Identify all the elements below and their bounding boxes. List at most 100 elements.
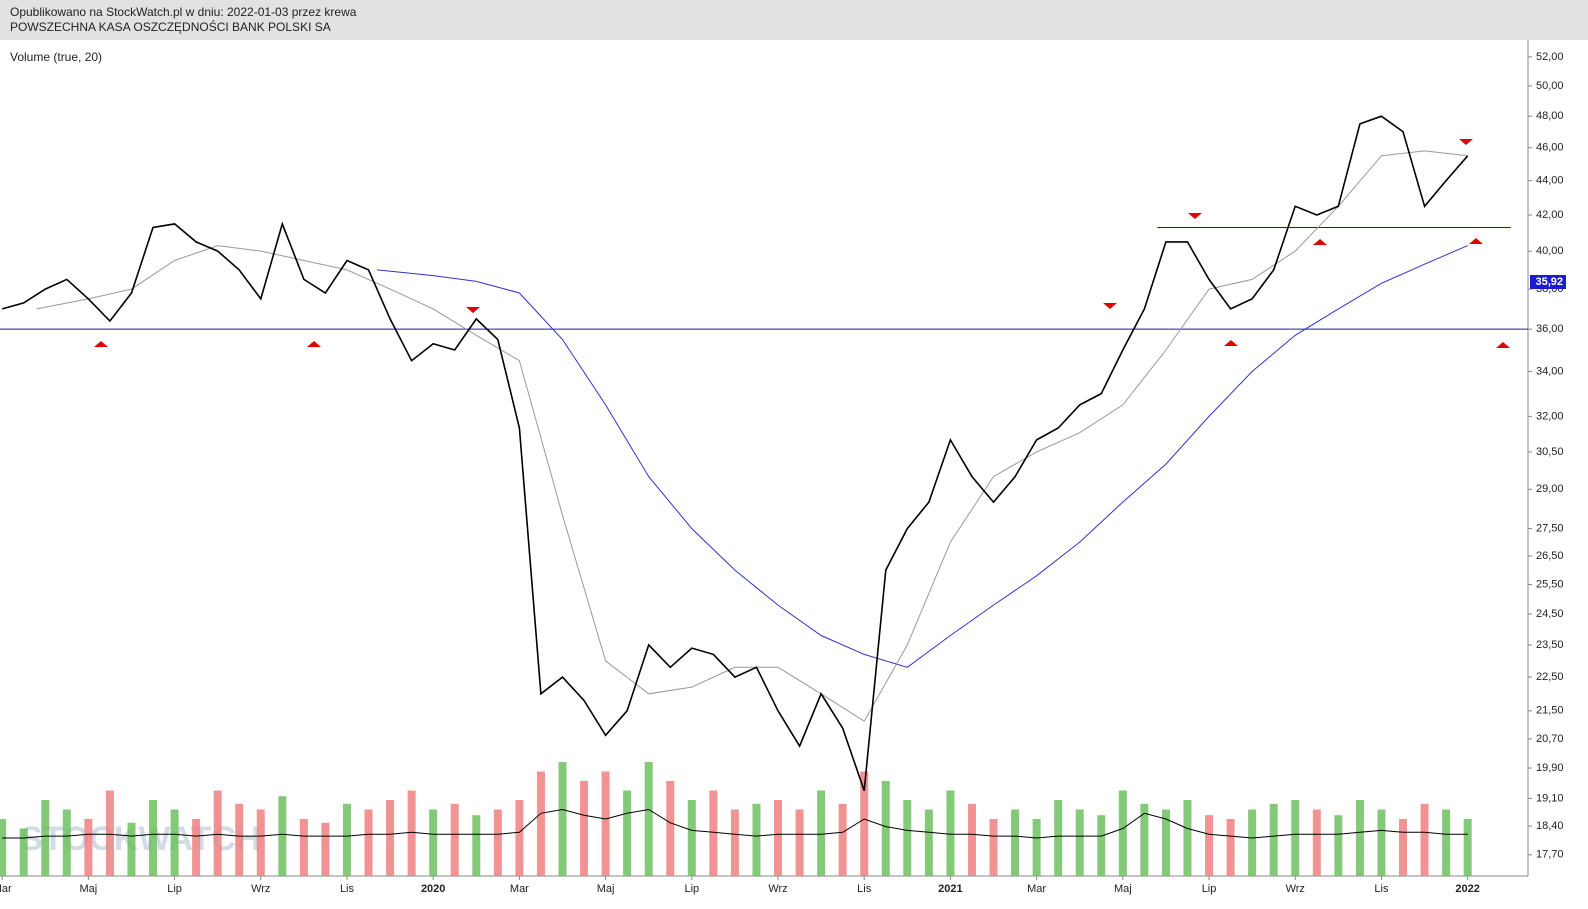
volume-bar xyxy=(407,790,416,876)
volume-bar xyxy=(536,771,545,876)
y-tick-label: 23,50 xyxy=(1536,639,1564,651)
volume-bar xyxy=(1269,803,1278,876)
signal-up xyxy=(1496,342,1510,348)
volume-bar xyxy=(105,790,114,876)
volume-bar xyxy=(1054,800,1063,876)
volume-bar xyxy=(795,809,804,876)
signal-up xyxy=(1224,340,1238,346)
signal-down xyxy=(1188,213,1202,219)
volume-bar xyxy=(170,809,179,876)
volume-bar xyxy=(730,809,739,876)
volume-bar xyxy=(149,800,158,876)
x-tick-label: Mar xyxy=(0,883,12,895)
volume-bar xyxy=(386,800,395,876)
x-tick-label: 2020 xyxy=(421,883,445,895)
series-ma-long xyxy=(377,245,1468,668)
indicator-label: Volume (true, 20) xyxy=(10,50,102,64)
volume-bar xyxy=(1161,809,1170,876)
volume-bar xyxy=(903,800,912,876)
y-tick-label: 36,00 xyxy=(1536,323,1564,335)
volume-bar xyxy=(623,790,632,876)
x-tick-label: Mar xyxy=(510,883,529,895)
volume-bar xyxy=(19,828,28,876)
volume-bar xyxy=(321,822,330,876)
y-tick-label: 24,50 xyxy=(1536,608,1564,620)
volume-bar xyxy=(1355,800,1364,876)
x-tick-label: Maj xyxy=(1114,883,1132,895)
volume-bar xyxy=(0,819,7,876)
volume-ma xyxy=(2,808,1468,839)
x-tick-label: Lis xyxy=(1374,883,1389,895)
volume-bar xyxy=(472,815,481,876)
series-price xyxy=(1,115,1469,791)
volume-bar xyxy=(774,800,783,876)
volume-bar xyxy=(364,809,373,876)
volume-bar xyxy=(860,771,869,876)
volume-bar xyxy=(1420,803,1429,876)
signal-down xyxy=(1103,303,1117,309)
x-tick-label: Lip xyxy=(1202,883,1217,895)
volume-bar xyxy=(558,762,567,876)
volume-bar xyxy=(1032,819,1041,876)
volume-bar xyxy=(41,800,50,876)
instrument-name: POWSZECHNA KASA OSZCZĘDNOŚCI BANK POLSKI… xyxy=(10,19,331,34)
volume-bar xyxy=(1226,819,1235,876)
y-tick-label: 40,00 xyxy=(1536,245,1564,257)
x-tick-label: Wrz xyxy=(1286,883,1305,895)
volume-bar xyxy=(924,809,933,876)
y-tick-label: 46,00 xyxy=(1536,142,1564,154)
volume-bar xyxy=(1463,819,1472,876)
x-tick-label: Maj xyxy=(597,883,615,895)
y-tick-label: 26,50 xyxy=(1536,550,1564,562)
volume-bar xyxy=(666,781,675,876)
header-band xyxy=(0,0,1588,40)
volume-bar xyxy=(1442,809,1451,876)
y-tick-label: 42,00 xyxy=(1536,209,1564,221)
volume-bar xyxy=(601,771,610,876)
x-tick-label: Lip xyxy=(684,883,699,895)
volume-bar xyxy=(62,809,71,876)
price-marker: 35,92 xyxy=(1535,276,1563,288)
signals xyxy=(94,139,1510,348)
volume-bar xyxy=(989,819,998,876)
volume-bar xyxy=(817,790,826,876)
volume-bar xyxy=(1248,809,1257,876)
volume-bar xyxy=(1075,809,1084,876)
published-text: Opublikowano na StockWatch.pl w dniu: 20… xyxy=(10,5,357,19)
x-tick-label: Wrz xyxy=(251,883,270,895)
y-tick-label: 48,00 xyxy=(1536,110,1564,122)
volume-bar xyxy=(1399,819,1408,876)
volume-bar xyxy=(342,803,351,876)
volume-bar xyxy=(1183,800,1192,876)
y-tick-label: 34,00 xyxy=(1536,365,1564,377)
volume-bar xyxy=(299,819,308,876)
volume-bar xyxy=(752,803,761,876)
x-tick-label: Wrz xyxy=(768,883,787,895)
volume-bar xyxy=(1377,809,1386,876)
x-tick-label: Lip xyxy=(167,883,182,895)
volume-bar xyxy=(1334,815,1343,876)
x-tick-label: 2021 xyxy=(938,883,962,895)
signal-up xyxy=(307,341,321,347)
y-tick-label: 20,70 xyxy=(1536,733,1564,745)
volume-bar xyxy=(1097,815,1106,876)
volume-bar xyxy=(1291,800,1300,876)
y-tick-label: 25,50 xyxy=(1536,578,1564,590)
volume-bar xyxy=(580,781,589,876)
y-tick-label: 22,50 xyxy=(1536,671,1564,683)
signal-down xyxy=(466,307,480,313)
volume-bar xyxy=(644,762,653,876)
x-tick-label: 2022 xyxy=(1455,883,1479,895)
y-tick-label: 29,00 xyxy=(1536,483,1564,495)
volume-bar xyxy=(946,790,955,876)
series-ma-short xyxy=(36,150,1468,722)
y-tick-label: 32,00 xyxy=(1536,410,1564,422)
price-marker-box xyxy=(1530,275,1566,289)
signal-down xyxy=(1459,139,1473,145)
volume-bar xyxy=(278,796,287,876)
x-tick-label: Lis xyxy=(340,883,355,895)
y-tick-label: 50,00 xyxy=(1536,80,1564,92)
volume-bar xyxy=(84,819,93,876)
x-tick-label: Lis xyxy=(857,883,872,895)
